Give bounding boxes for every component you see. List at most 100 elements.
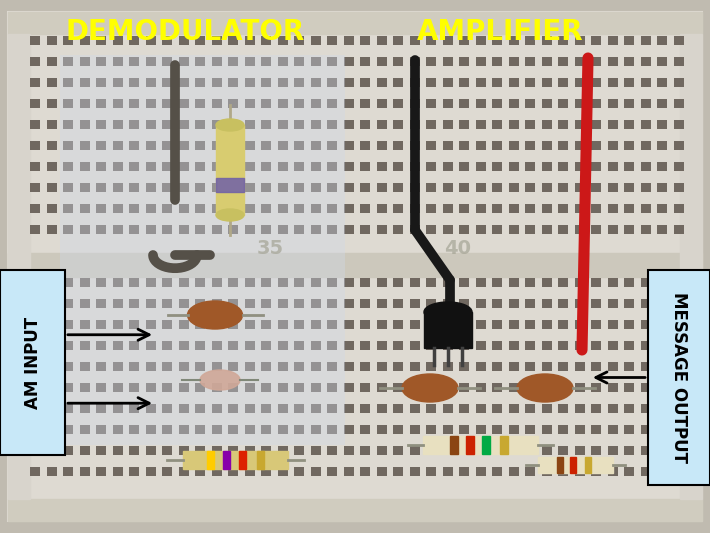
Bar: [360, 161, 370, 171]
Bar: [410, 36, 420, 44]
Bar: [360, 298, 370, 308]
Bar: [146, 319, 155, 328]
Bar: [112, 77, 123, 86]
Bar: [525, 204, 535, 213]
Bar: [182, 451, 288, 469]
Bar: [376, 341, 386, 350]
Bar: [426, 99, 436, 108]
Bar: [542, 319, 552, 328]
Bar: [492, 278, 502, 287]
Bar: [162, 204, 172, 213]
Bar: [178, 161, 188, 171]
Bar: [228, 298, 238, 308]
Bar: [608, 56, 618, 66]
Bar: [327, 341, 337, 350]
Bar: [178, 383, 188, 392]
Bar: [640, 278, 650, 287]
Bar: [640, 224, 650, 233]
Bar: [327, 36, 337, 44]
Bar: [574, 182, 584, 191]
Bar: [624, 403, 634, 413]
Bar: [310, 141, 320, 149]
Bar: [674, 224, 684, 233]
Bar: [558, 141, 568, 149]
Bar: [294, 119, 304, 128]
Bar: [327, 77, 337, 86]
Bar: [410, 341, 420, 350]
Bar: [426, 224, 436, 233]
Bar: [624, 278, 634, 287]
Bar: [640, 141, 650, 149]
Bar: [525, 99, 535, 108]
Bar: [674, 319, 684, 328]
Bar: [657, 383, 667, 392]
Bar: [310, 182, 320, 191]
Bar: [525, 298, 535, 308]
Bar: [624, 341, 634, 350]
Bar: [393, 36, 403, 44]
Bar: [344, 161, 354, 171]
Bar: [442, 161, 452, 171]
Bar: [574, 77, 584, 86]
Bar: [112, 446, 123, 455]
Bar: [112, 319, 123, 328]
Bar: [558, 77, 568, 86]
Bar: [424, 312, 472, 348]
Bar: [426, 36, 436, 44]
Bar: [162, 298, 172, 308]
Bar: [80, 182, 89, 191]
Bar: [410, 446, 420, 455]
Bar: [96, 466, 106, 475]
Bar: [376, 77, 386, 86]
Bar: [46, 204, 57, 213]
Bar: [657, 141, 667, 149]
Bar: [278, 224, 288, 233]
Bar: [542, 182, 552, 191]
Bar: [542, 383, 552, 392]
Bar: [525, 466, 535, 475]
Bar: [60, 55, 345, 445]
Bar: [492, 319, 502, 328]
Bar: [674, 278, 684, 287]
Bar: [558, 341, 568, 350]
Bar: [261, 182, 271, 191]
Bar: [344, 99, 354, 108]
Bar: [129, 99, 139, 108]
Bar: [410, 141, 420, 149]
Bar: [508, 77, 518, 86]
Bar: [360, 361, 370, 370]
Text: AMPLIFIER: AMPLIFIER: [417, 18, 584, 46]
Bar: [46, 403, 57, 413]
Bar: [459, 36, 469, 44]
Bar: [426, 341, 436, 350]
Bar: [624, 36, 634, 44]
Bar: [178, 141, 188, 149]
Bar: [426, 403, 436, 413]
Bar: [96, 204, 106, 213]
Bar: [558, 182, 568, 191]
Bar: [244, 119, 254, 128]
Bar: [278, 36, 288, 44]
Bar: [344, 204, 354, 213]
Bar: [376, 204, 386, 213]
Bar: [146, 446, 155, 455]
Bar: [63, 424, 73, 433]
Bar: [310, 383, 320, 392]
Bar: [195, 446, 205, 455]
Bar: [195, 161, 205, 171]
Bar: [508, 119, 518, 128]
Bar: [508, 383, 518, 392]
Bar: [261, 204, 271, 213]
Bar: [195, 224, 205, 233]
Bar: [46, 56, 57, 66]
Bar: [525, 446, 535, 455]
Bar: [558, 204, 568, 213]
Bar: [508, 466, 518, 475]
Bar: [608, 141, 618, 149]
Bar: [212, 319, 222, 328]
Bar: [558, 298, 568, 308]
Bar: [426, 424, 436, 433]
Bar: [508, 341, 518, 350]
Bar: [178, 403, 188, 413]
Bar: [459, 161, 469, 171]
